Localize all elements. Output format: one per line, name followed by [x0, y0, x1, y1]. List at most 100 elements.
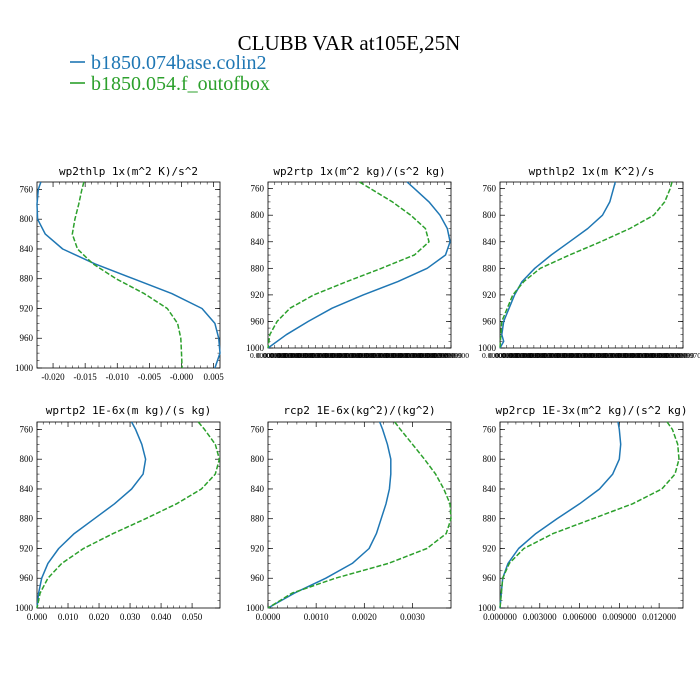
y-tick-label: 840	[251, 237, 265, 247]
x-tick-label: 0.003000	[523, 612, 557, 622]
y-tick-label: 840	[20, 244, 34, 254]
y-tick-label: 760	[20, 424, 34, 434]
y-tick-label: 960	[483, 573, 497, 583]
chart-panel-3: wpthlp2 1x(m K^2)/s 760 800 840 880 920 960 100…	[478, 165, 700, 360]
x-tick-label: 0.00000000	[638, 352, 675, 360]
x-tick-label: 0.00000000	[284, 352, 321, 360]
y-tick-label: 920	[20, 303, 34, 313]
x-tick-label: 0.00000000	[379, 352, 416, 360]
chart-panel-4: wprtp2 1E-6x(m kg)/(s kg) 760 800 840 880 920…	[15, 404, 221, 622]
y-tick-label: 880	[20, 274, 34, 284]
plot-frame	[267, 421, 452, 609]
y-tick-label: 880	[251, 263, 265, 273]
x-tick-label: 0.00000000	[624, 352, 661, 360]
y-tick-label: 960	[251, 573, 265, 583]
x-tick-label: -0.000	[170, 372, 194, 382]
y-tick-label: 760	[483, 424, 497, 434]
y-tick-label: 1000	[478, 603, 497, 613]
x-tick-label: -0.020	[41, 372, 65, 382]
x-tick-label: 0.040	[151, 612, 172, 622]
x-tick-label: 0.00000000	[386, 352, 423, 360]
x-tick-label: 0.00000000	[577, 352, 614, 360]
x-tick-label: 0.00000000	[264, 352, 301, 360]
x-tick-label: 0.0030	[400, 612, 425, 622]
x-tick-label: 0.00000000	[426, 352, 463, 360]
x-tick-label: 0.00000000	[304, 352, 341, 360]
x-tick-label: 0.0010	[304, 612, 329, 622]
y-tick-label: 800	[20, 214, 34, 224]
x-tick-label: 0.009000	[602, 612, 636, 622]
y-tick-label: 840	[483, 237, 497, 247]
y-tick-label: 800	[20, 454, 34, 464]
x-tick-label: 0.0020	[352, 612, 377, 622]
y-tick-label: 800	[251, 210, 265, 220]
chart-panel-5: rcp2 1E-6x(kg^2)/(kg^2) 760 800 840 880 920 96…	[246, 404, 452, 622]
x-tick-label: 0.00000000	[270, 352, 307, 360]
series-line-1	[267, 181, 451, 349]
panel-title: wp2rcp 1E-3x(m^2 kg)/(s^2 kg)	[495, 404, 687, 417]
x-tick-label: 0.00000000	[399, 352, 436, 360]
x-tick-label: -0.005	[138, 372, 162, 382]
x-tick-label: 0.00000000	[311, 352, 348, 360]
x-tick-label: 0.00000000	[277, 352, 314, 360]
legend-label-2: b1850.054.f_outofbox	[91, 73, 270, 95]
plot-frame	[499, 181, 684, 349]
x-tick-label: 0.050	[182, 612, 203, 622]
y-tick-label: 760	[20, 184, 34, 194]
series-line-1	[36, 181, 221, 369]
y-tick-label: 880	[483, 514, 497, 524]
series-line-1	[36, 421, 147, 609]
series-line-2	[267, 421, 452, 609]
y-tick-label: 800	[483, 210, 497, 220]
x-tick-label: -0.010	[106, 372, 130, 382]
x-tick-label: 0.010	[58, 612, 79, 622]
y-tick-label: 760	[251, 184, 265, 194]
x-tick-label: 0.00000000	[597, 352, 634, 360]
series-line-2	[71, 181, 183, 369]
y-tick-label: 1000	[478, 343, 497, 353]
plot-frame	[36, 181, 221, 369]
y-tick-label: 920	[483, 290, 497, 300]
y-tick-label: 800	[483, 454, 497, 464]
x-tick-label: 0.000000	[483, 612, 517, 622]
plot-frame	[36, 421, 221, 609]
chart-panel-1: wp2thlp 1x(m^2 K)/s^2 760 800 840 880 920 960 1…	[15, 165, 224, 382]
y-tick-label: 960	[251, 316, 265, 326]
x-tick-label: 0.00000000	[529, 352, 566, 360]
x-tick-label: 0.00000000	[345, 352, 382, 360]
y-tick-label: 840	[483, 484, 497, 494]
x-tick-label: 0.00000000	[352, 352, 389, 360]
series-line-1	[499, 181, 617, 349]
x-tick-label: 0.00000000	[291, 352, 328, 360]
x-tick-label: 0.00000000	[557, 352, 594, 360]
x-tick-label: 0.00000000	[413, 352, 450, 360]
x-tick-label: 0.00000000	[516, 352, 553, 360]
y-tick-label: 920	[251, 290, 265, 300]
y-tick-label: 880	[251, 514, 265, 524]
y-tick-label: 840	[251, 484, 265, 494]
y-tick-label: 1000	[246, 343, 265, 353]
x-tick-label: 0.00000000	[658, 352, 695, 360]
y-tick-label: 920	[251, 543, 265, 553]
x-tick-label: 0.00000000	[297, 352, 334, 360]
y-tick-label: 1000	[15, 363, 34, 373]
x-tick-label: 0.0000	[256, 612, 281, 622]
x-tick-label: 0.020	[89, 612, 110, 622]
x-tick-label: 0.00000000	[250, 352, 287, 360]
x-tick-label: 0.00000000	[257, 352, 294, 360]
y-tick-label: 800	[251, 454, 265, 464]
y-tick-label: 1000	[15, 603, 34, 613]
x-tick-label: 0.00000000	[419, 352, 456, 360]
x-tick-label: 0.030	[120, 612, 141, 622]
x-tick-label: 0.00000000	[584, 352, 621, 360]
x-tick-label: 0.00000000	[502, 352, 539, 360]
y-tick-label: 960	[20, 573, 34, 583]
x-tick-label: 0.00000000	[509, 352, 546, 360]
x-tick-label: 0.00000000	[406, 352, 443, 360]
x-tick-label: 0.00000000	[611, 352, 648, 360]
series-line-2	[267, 181, 430, 349]
y-tick-label: 920	[20, 543, 34, 553]
panel-title: wp2thlp 1x(m^2 K)/s^2	[59, 165, 198, 178]
